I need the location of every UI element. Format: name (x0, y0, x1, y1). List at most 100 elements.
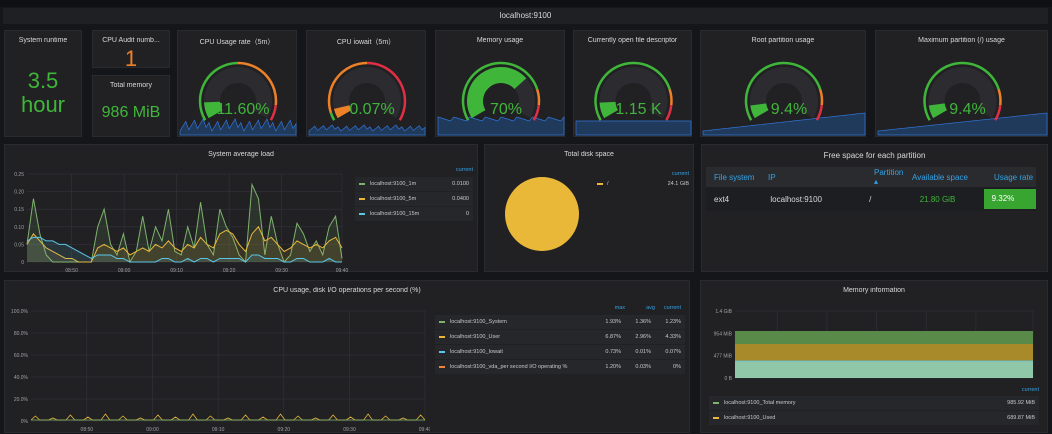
x-tick-label: 09:10 (170, 268, 183, 273)
legend-item[interactable]: localhost:9100_vda_per second I/O operat… (435, 360, 685, 374)
col-file-system[interactable]: File system (714, 172, 755, 182)
x-tick-label: 09:00 (146, 427, 159, 433)
y-tick-label: 40.0% (14, 375, 29, 381)
panel-title: CPU usage, disk I/O operations per secon… (273, 287, 421, 294)
x-tick-label: 09:20 (223, 268, 236, 273)
gauge-threshold-arc (815, 104, 824, 121)
legend-item[interactable]: localhost:9100_Total memory 985.92 MiB (709, 396, 1039, 410)
legend-swatch (439, 336, 445, 338)
gauge-panel[interactable]: Memory usage 70% (435, 30, 565, 137)
disk-pie (505, 177, 579, 251)
panel-title: CPU iowait（5m） (336, 39, 396, 46)
col-available[interactable]: Available space (912, 172, 968, 182)
top-bar (0, 0, 1052, 7)
x-tick-label: 09:00 (118, 268, 131, 273)
legend-swatch (439, 366, 445, 368)
gauge-panel[interactable]: CPU iowait（5m） 0.07% (306, 30, 426, 137)
cpu-io-panel[interactable]: CPU usage, disk I/O operations per secon… (4, 280, 690, 433)
legend-item[interactable]: localhost:9100_15m 0 (355, 207, 473, 221)
legend-header[interactable]: current (1021, 387, 1039, 393)
panel-title: Maximum partition (/) usage (918, 37, 1005, 44)
used-memory-area (735, 344, 1033, 361)
legend-item[interactable]: localhost:9100_Used 689.87 MiB (709, 411, 1039, 425)
gauge-panel[interactable]: Maximum partition (/) usage 9.4% (875, 30, 1048, 137)
gauge-track (599, 67, 668, 119)
cell-partition: / (869, 194, 872, 204)
gauge-value: 0.07% (349, 101, 395, 118)
row-header[interactable]: localhost:9100 (3, 8, 1048, 24)
table-row: ext4 localhost:9100 / 21.80 GiB 9.32% (706, 187, 1036, 211)
cell-available: 21.80 GiB (919, 194, 956, 204)
legend-header-current[interactable]: current (663, 305, 681, 311)
gauge-threshold-arc (198, 61, 239, 121)
gauge-threshold-arc (269, 104, 278, 121)
col-ip[interactable]: IP (768, 172, 776, 182)
legend-swatch (359, 183, 365, 185)
total-memory-value: 986 MiB (101, 104, 161, 121)
runtime-value: 3.5 hour (20, 68, 66, 117)
total-disk-panel[interactable]: Total disk space current / 24.1 GiB (484, 144, 694, 272)
gauge-panel[interactable]: Currently open file descriptor 1.15 K (573, 30, 692, 137)
legend-name: localhost:9100_User (450, 334, 501, 340)
gauge-threshold-arc (329, 112, 336, 121)
system-load-panel[interactable]: System average load 0 0.05 0.10 0.15 0.20 0.2… (4, 144, 478, 273)
memory-info-panel[interactable]: Memory information 0 B 477 MiB 954 MiB 1.4 … (700, 280, 1048, 433)
legend-swatch (713, 402, 719, 404)
sparkline (702, 112, 866, 136)
legend-item[interactable]: localhost:9100_Iowait 0.73% 0.01% 0.07% (435, 345, 685, 359)
y-tick-label: 0 B (724, 376, 732, 381)
x-tick-label: 09:40 (336, 268, 349, 273)
panel-title: Root partition usage (751, 37, 815, 44)
total-memory-area (735, 331, 1033, 344)
cell-ip: localhost:9100 (770, 194, 822, 204)
series-line (30, 413, 426, 421)
legend-name: localhost:9100_5m (370, 196, 417, 202)
gauge-value-arc (204, 101, 223, 119)
gauge-svg (877, 61, 1048, 136)
total-memory-panel[interactable]: Total memory 986 MiB (92, 75, 170, 137)
legend-header: current (671, 171, 689, 177)
legend-value: 689.87 MiB (1007, 415, 1035, 421)
y-tick-label: 0 (21, 260, 24, 266)
legend-max: 1.93% (605, 319, 621, 325)
x-tick-label: 09:40 (419, 427, 430, 433)
col-usage[interactable]: Usage rate (994, 172, 1034, 182)
legend-current: 0% (673, 364, 681, 370)
sparkline (437, 115, 565, 136)
legend-item[interactable]: localhost:9100_System 1.93% 1.36% 1.23% (435, 315, 685, 329)
y-tick-label: 100.0% (11, 309, 29, 315)
legend-avg: 0.03% (635, 364, 651, 370)
legend-name: / (607, 181, 609, 187)
gauge-panel[interactable]: CPU Usage rate（5m） 11.60% (177, 30, 297, 137)
legend-max: 0.73% (605, 349, 621, 355)
gauge-threshold-arc (327, 61, 368, 114)
legend-item[interactable]: localhost:9100_1m 0.0100 (355, 177, 473, 191)
cpu-audit-panel[interactable]: CPU Audit numb... 1 (92, 30, 170, 71)
legend-item[interactable]: localhost:9100_User 6.87% 2.96% 4.33% (435, 330, 685, 344)
legend-item[interactable]: localhost:9100_5m 0.0400 (355, 192, 473, 206)
x-tick-label: 09:10 (212, 427, 225, 433)
panel-title: System average load (208, 151, 274, 158)
legend-max: 1.20% (605, 364, 621, 370)
gauge-svg (575, 61, 692, 136)
gauge-track (750, 67, 818, 119)
panel-title: Total disk space (564, 151, 614, 158)
pie-slice-root (505, 177, 579, 251)
system-runtime-panel[interactable]: System runtime 3.5 hour (4, 30, 82, 137)
col-partition[interactable]: Partition ▴ (874, 168, 904, 186)
free-space-panel[interactable]: Free space for each partition File syste… (701, 144, 1048, 272)
panel-title: Currently open file descriptor (587, 37, 678, 44)
series-line (26, 236, 342, 263)
series-area (27, 226, 342, 262)
legend-header-max[interactable]: max (614, 305, 625, 311)
y-tick-label: 80.0% (14, 331, 29, 337)
gauge-threshold-arc (923, 61, 1000, 121)
gauge-panel[interactable]: Root partition usage 9.4% (700, 30, 866, 137)
panel-title: CPU Usage rate（5m） (199, 39, 275, 46)
gauge-value: 70% (489, 101, 523, 118)
legend-header: current (455, 167, 473, 173)
panel-title: Memory usage (476, 37, 524, 44)
cell-file-system: ext4 (714, 194, 730, 204)
legend-header-avg[interactable]: avg (646, 305, 655, 311)
legend-avg: 0.01% (635, 349, 651, 355)
